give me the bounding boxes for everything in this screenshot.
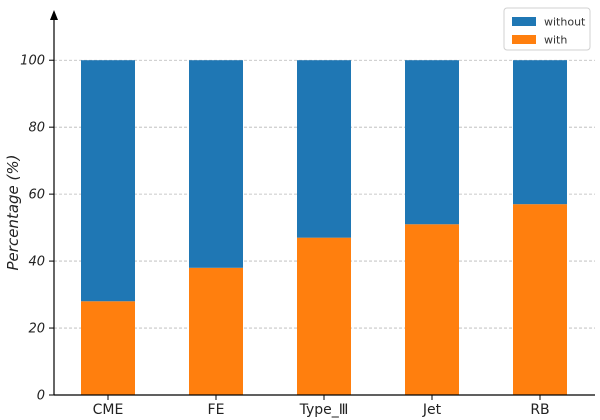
bar-without (297, 60, 351, 238)
bar-with (189, 267, 243, 395)
bar-with (81, 301, 135, 395)
bar-without (513, 60, 567, 205)
x-category-labels: CME FE Type_Ⅲ Jet RB (93, 395, 550, 418)
y-axis-title: Percentage (%) (4, 155, 22, 271)
x-tick-label: RB (530, 402, 549, 418)
bar-without (189, 60, 243, 268)
bar-with (513, 204, 567, 395)
legend-swatch-with (512, 35, 536, 44)
y-tick-label: 20 (28, 322, 45, 337)
legend-label-without: without (544, 16, 586, 29)
bars (81, 60, 567, 395)
bar-with (297, 237, 351, 395)
x-tick-label: CME (93, 402, 124, 418)
y-tick-label: 40 (28, 255, 45, 270)
y-tick-label: 60 (28, 188, 45, 203)
bar-without (81, 60, 135, 302)
legend-label-with: with (544, 34, 567, 47)
legend-swatch-without (512, 17, 536, 26)
x-tick-label: Type_Ⅲ (299, 402, 349, 418)
y-axis-arrow-icon (50, 10, 58, 20)
bar-with (405, 224, 459, 395)
x-tick-label: FE (208, 402, 225, 418)
bar-without (405, 60, 459, 225)
x-tick-label: Jet (422, 402, 442, 418)
y-tick-label: 80 (28, 121, 45, 136)
y-tick-label: 0 (37, 389, 45, 404)
y-tick-labels: 0 20 40 60 80 100 (20, 54, 54, 404)
legend: without with (503, 7, 591, 51)
y-tick-label: 100 (20, 54, 45, 69)
